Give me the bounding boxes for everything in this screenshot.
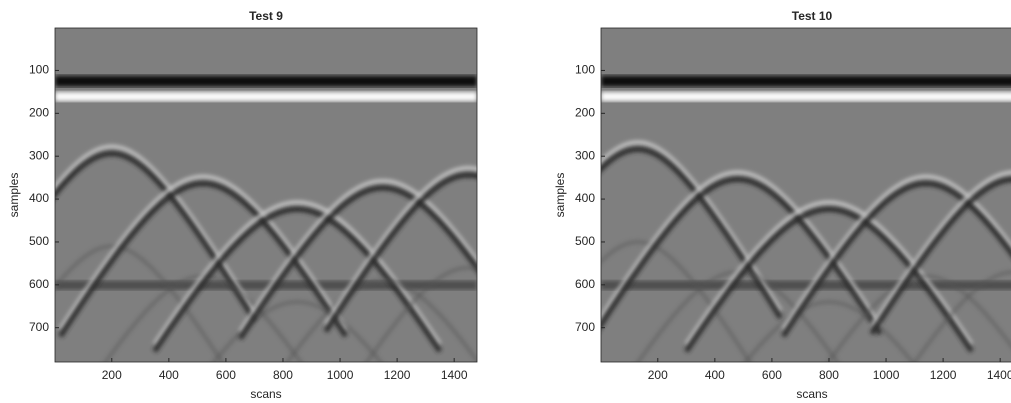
x-tick-label: 400 [159, 368, 179, 382]
hyperbola-dark [238, 185, 477, 340]
y-tick-label: 200 [29, 105, 49, 119]
dark-band [55, 75, 477, 87]
y-tick-label: 500 [575, 234, 595, 248]
y-tick-label: 600 [29, 277, 49, 291]
x-axis-label: scans [796, 387, 827, 401]
hyperbola-light [55, 144, 257, 315]
hyperbola-dark [55, 151, 257, 322]
x-tick-label: 800 [273, 368, 293, 382]
hyperbola-echo [212, 300, 383, 362]
hyperbola-echo [743, 300, 915, 362]
x-tick-label: 200 [102, 368, 122, 382]
x-tick-label: 1000 [327, 368, 354, 382]
radargram [601, 28, 1011, 362]
y-tick-label: 100 [29, 63, 49, 77]
hyperbola-light [870, 170, 1011, 328]
hyperbola-echo [913, 270, 1011, 362]
hyperbola-light [238, 179, 477, 333]
axes-frame [54, 27, 478, 363]
hyperbola-light [601, 140, 783, 313]
x-tick-label: 200 [648, 368, 668, 382]
y-tick-label: 400 [575, 191, 595, 205]
x-tick-label: 800 [819, 368, 839, 382]
dark-band [601, 75, 1011, 87]
hyperbola-dark [869, 177, 1011, 336]
hyperbola-dark [684, 206, 974, 353]
x-tick-label: 1000 [873, 368, 900, 382]
chart-title: Test 10 [792, 9, 833, 23]
axes-frame [600, 27, 1011, 363]
x-tick-label: 400 [705, 368, 725, 382]
hyperbola-light [58, 174, 348, 331]
hyperbola-dark [323, 172, 477, 333]
bright-band [601, 91, 1011, 102]
x-tick-label: 1400 [441, 368, 468, 382]
hyperbola-light [324, 166, 477, 326]
x-tick-label: 1200 [384, 368, 411, 382]
x-tick-label: 1400 [987, 368, 1011, 382]
x-axis-label: scans [250, 387, 281, 401]
ring-band [55, 280, 477, 290]
radargram [55, 28, 477, 362]
x-tick-label: 600 [762, 368, 782, 382]
y-tick-label: 400 [29, 191, 49, 205]
hyperbola-echo [601, 240, 752, 362]
ring-band [601, 280, 1011, 290]
y-tick-label: 700 [575, 320, 595, 334]
hyperbola-dark [781, 181, 1011, 338]
y-tick-label: 100 [575, 63, 595, 77]
bright-band [55, 91, 477, 102]
hyperbola-light [781, 174, 1011, 331]
y-tick-label: 300 [575, 148, 595, 162]
hyperbola-echo [55, 244, 224, 362]
hyperbola-light [152, 200, 442, 346]
y-tick-label: 300 [29, 148, 49, 162]
hyperbola-echo [826, 274, 1011, 362]
y-tick-label: 200 [575, 105, 595, 119]
hyperbola-dark [152, 206, 442, 353]
y-tick-label: 600 [575, 277, 595, 291]
y-tick-label: 700 [29, 320, 49, 334]
chart-title: Test 9 [249, 9, 283, 23]
hyperbola-dark [601, 146, 783, 320]
y-axis-label: samples [7, 173, 21, 218]
hyperbola-echo [365, 266, 477, 362]
x-tick-label: 600 [216, 368, 236, 382]
y-tick-label: 500 [29, 234, 49, 248]
y-axis-label: samples [553, 173, 567, 218]
x-tick-label: 1200 [930, 368, 957, 382]
hyperbola-dark [58, 181, 348, 338]
